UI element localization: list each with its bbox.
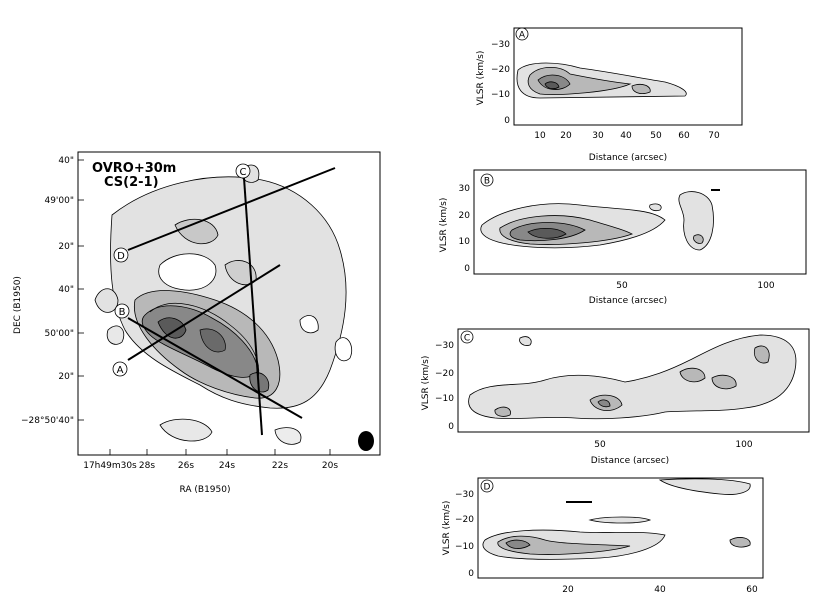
xtick: 50 [616,281,628,291]
cut-line-b [127,317,303,419]
ytick: −30 [491,40,510,50]
beam-ellipse [358,431,374,451]
panel-xlabel: Distance (arcsec) [589,296,667,306]
ytick: 20 [459,211,471,221]
dec-tick-label: −28°50'40" [21,416,74,426]
svg-text:C: C [240,167,247,178]
xtick: 20 [560,131,572,141]
xtick: 100 [735,440,752,450]
cut-label-b: B [114,303,130,319]
ytick: −10 [435,394,454,404]
cut-label-d: D [113,247,129,263]
cut-label-c: C [235,163,251,179]
map-xlabel: RA (B1950) [179,485,230,495]
svg-text:D: D [117,251,125,262]
cut-label-a: A [112,361,128,377]
dec-ticks [78,159,84,421]
panel-ylabel: VLSR (km/s) [476,51,486,106]
ytick: −20 [491,65,510,75]
panel-a: A −30 −20 −10 0 10 20 30 40 50 60 70 Dis… [476,27,743,163]
panel-b: B 30 20 10 0 50 100 Distance (arcsec) VL… [439,169,807,306]
xtick: 100 [757,281,774,291]
panel-id: A [519,31,526,41]
xtick: 40 [654,585,666,595]
ra-tick-label: 26s [178,461,194,471]
panel-id: B [484,177,490,187]
panel-ylabel: VLSR (km/s) [421,356,431,411]
ytick: −20 [435,369,454,379]
panel-ylabel: VLSR (km/s) [442,501,452,556]
xtick: 50 [594,440,606,450]
cut-line-a [127,264,281,361]
dec-tick-label: 20" [58,372,74,382]
panel-d: D −30 −20 −10 0 20 40 60 VLSR (km/s) [442,477,764,595]
xtick: 70 [708,131,720,141]
panel-xlabel: Distance (arcsec) [589,153,667,163]
panel-c: C −30 −20 −10 0 50 100 Distance (arcsec)… [421,328,810,466]
xtick: 20 [562,585,574,595]
dec-tick-label: 49'00" [44,196,74,206]
map-title: OVRO+30m [92,161,176,176]
map-emission [94,164,374,451]
map-subtitle: CS(2-1) [104,175,159,190]
ytick: −20 [455,515,474,525]
cut-lines [127,167,336,436]
ra-tick-label: 24s [219,461,235,471]
ytick: −30 [435,341,454,351]
panel-id: C [464,334,470,344]
xtick: 50 [650,131,662,141]
ra-tick-label: 17h49m30s [83,461,137,471]
xtick: 30 [592,131,604,141]
dec-tick-label: 40" [58,285,74,295]
xtick: 60 [678,131,690,141]
panel-id: D [484,483,491,493]
ytick: −10 [491,90,510,100]
dec-tick-label: 50'00" [44,329,74,339]
map-ylabel: DEC (B1950) [13,276,23,334]
ra-tick-label: 28s [139,461,155,471]
svg-text:B: B [119,307,126,318]
panel-xlabel: Distance (arcsec) [591,456,669,466]
ytick: −30 [455,490,474,500]
xtick: 40 [620,131,632,141]
xtick: 60 [746,585,758,595]
ytick: 0 [504,116,510,126]
dec-tick-label: 40" [58,156,74,166]
main-map: A B C D OVRO+30m CS(2-1) 40" 49'00" 20" … [13,151,381,495]
xtick: 10 [534,131,546,141]
ra-ticks [109,449,331,455]
dec-tick-label: 20" [58,242,74,252]
ra-tick-label: 20s [322,461,338,471]
ytick: 0 [468,569,474,579]
ytick: 0 [448,422,454,432]
ytick: 30 [459,184,471,194]
ra-tick-label: 22s [272,461,288,471]
ytick: −10 [455,542,474,552]
panel-ylabel: VLSR (km/s) [439,198,449,253]
ytick: 0 [464,264,470,274]
ytick: 10 [459,237,471,247]
cut-line-d [127,167,336,251]
svg-text:A: A [117,365,124,376]
